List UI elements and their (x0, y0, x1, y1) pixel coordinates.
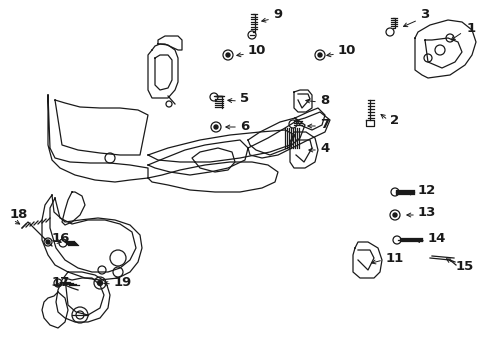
Circle shape (393, 213, 397, 217)
Text: 11: 11 (386, 252, 404, 265)
Text: 1: 1 (467, 22, 476, 35)
Text: 10: 10 (338, 44, 356, 57)
Circle shape (46, 240, 50, 244)
Text: 14: 14 (428, 231, 446, 244)
Text: 15: 15 (456, 260, 474, 273)
Text: 19: 19 (114, 275, 132, 288)
Text: 2: 2 (390, 113, 399, 126)
Text: 12: 12 (418, 184, 436, 197)
Text: 16: 16 (52, 231, 71, 244)
Text: 6: 6 (240, 120, 249, 132)
Text: 9: 9 (273, 9, 282, 22)
Text: 18: 18 (10, 207, 28, 220)
Circle shape (226, 53, 230, 57)
Text: 13: 13 (418, 206, 437, 219)
Text: 5: 5 (240, 91, 249, 104)
Circle shape (98, 280, 102, 285)
Text: 10: 10 (248, 44, 267, 57)
Circle shape (318, 53, 322, 57)
Text: 4: 4 (320, 141, 329, 154)
Circle shape (214, 125, 218, 129)
Text: 17: 17 (52, 276, 70, 289)
Text: 8: 8 (320, 94, 329, 107)
Text: 7: 7 (320, 117, 329, 130)
Text: 3: 3 (420, 9, 429, 22)
